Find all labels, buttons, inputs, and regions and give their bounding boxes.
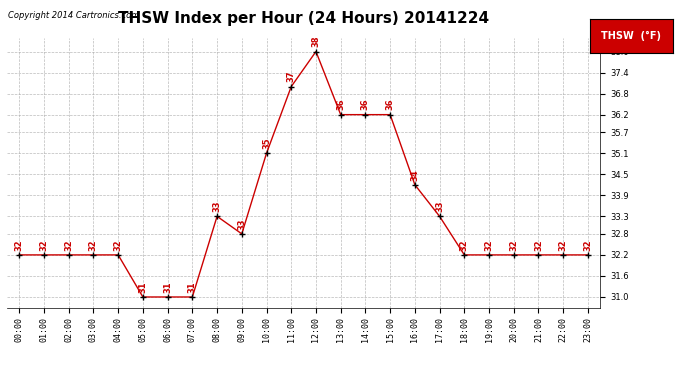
- Text: THSW Index per Hour (24 Hours) 20141224: THSW Index per Hour (24 Hours) 20141224: [118, 11, 489, 26]
- Text: 34: 34: [411, 169, 420, 181]
- Text: 37: 37: [287, 71, 296, 82]
- Text: 32: 32: [460, 239, 469, 251]
- Text: 32: 32: [64, 239, 73, 251]
- Text: 33: 33: [237, 218, 246, 230]
- Text: 32: 32: [534, 239, 543, 251]
- Text: 32: 32: [14, 239, 23, 251]
- Text: 32: 32: [114, 239, 123, 251]
- Text: 32: 32: [584, 239, 593, 251]
- Text: 32: 32: [484, 239, 493, 251]
- Text: Copyright 2014 Cartronics.com: Copyright 2014 Cartronics.com: [8, 11, 139, 20]
- Text: 32: 32: [509, 239, 518, 251]
- Text: 31: 31: [163, 281, 172, 293]
- Text: 36: 36: [336, 99, 345, 111]
- Text: 32: 32: [39, 239, 48, 251]
- Text: 36: 36: [361, 99, 370, 111]
- Text: 35: 35: [262, 137, 271, 149]
- Text: THSW  (°F): THSW (°F): [602, 31, 661, 40]
- Text: 33: 33: [435, 201, 444, 212]
- Text: 33: 33: [213, 201, 221, 212]
- Text: 38: 38: [311, 36, 320, 47]
- Text: 32: 32: [559, 239, 568, 251]
- Text: 36: 36: [386, 99, 395, 111]
- Text: 31: 31: [188, 281, 197, 293]
- Text: 31: 31: [139, 281, 148, 293]
- Text: 32: 32: [89, 239, 98, 251]
